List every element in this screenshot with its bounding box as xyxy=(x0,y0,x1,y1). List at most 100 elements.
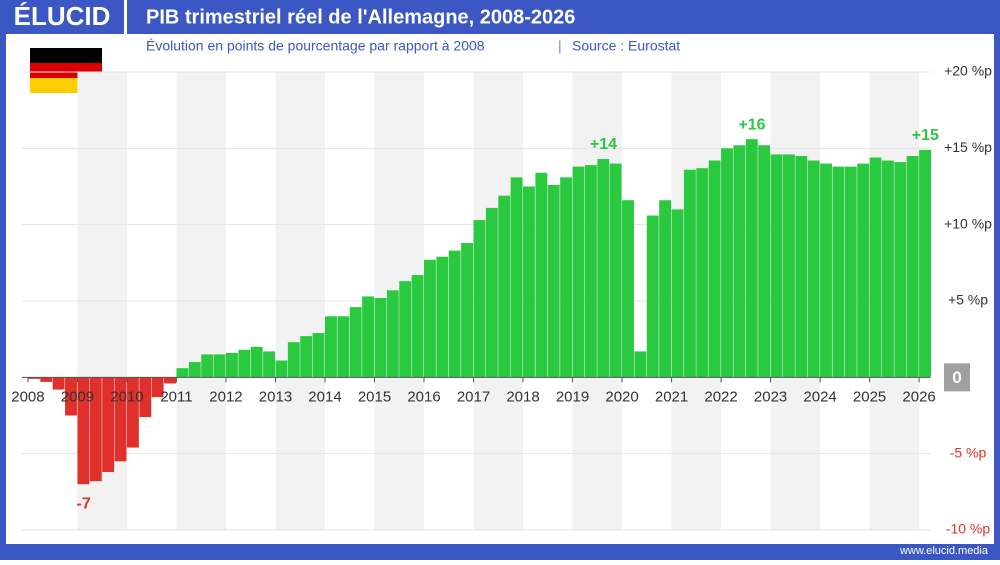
bar xyxy=(584,165,597,378)
y-tick-label: 0 xyxy=(952,368,961,387)
bar xyxy=(213,354,226,378)
bar xyxy=(683,169,696,378)
bar xyxy=(65,377,77,416)
bar xyxy=(622,200,634,378)
data-label: +15 xyxy=(912,127,939,144)
bar xyxy=(770,154,783,378)
bar xyxy=(671,209,684,378)
x-tick-label: 2013 xyxy=(259,388,292,405)
zero-badge xyxy=(944,363,970,392)
x-tick-label: 2018 xyxy=(506,388,539,405)
bar xyxy=(597,159,610,378)
divider xyxy=(124,0,127,34)
brand: ÉLUCID xyxy=(14,1,111,31)
bar xyxy=(250,346,263,378)
bar xyxy=(510,177,523,378)
bar xyxy=(225,352,238,378)
bar xyxy=(795,155,808,378)
data-label: +16 xyxy=(738,116,765,133)
y-tick-label: +20 %p xyxy=(944,63,992,79)
subtitle: Évolution en points de pourcentage par r… xyxy=(146,38,485,54)
bar xyxy=(708,160,721,378)
website: www.elucid.media xyxy=(899,545,989,557)
x-tick-label: 2008 xyxy=(11,388,44,405)
x-tick-label: 2012 xyxy=(209,388,242,405)
bar xyxy=(919,149,931,378)
x-tick-label: 2023 xyxy=(754,388,787,405)
bar xyxy=(820,163,832,378)
bar xyxy=(448,250,461,378)
bar xyxy=(523,186,535,378)
bar xyxy=(881,160,894,378)
data-label: +14 xyxy=(590,136,617,153)
bar xyxy=(201,354,214,378)
x-tick-label: 2019 xyxy=(556,388,589,405)
bar xyxy=(300,336,313,378)
x-tick-label: 2022 xyxy=(704,388,737,405)
bar xyxy=(721,148,733,378)
bar xyxy=(745,139,758,378)
bar xyxy=(411,275,424,378)
x-tick-label: 2010 xyxy=(110,388,143,405)
bar xyxy=(560,177,573,378)
bar xyxy=(188,362,201,378)
bar xyxy=(89,377,102,482)
bar xyxy=(646,215,659,378)
separator: | xyxy=(558,38,562,54)
data-label: -7 xyxy=(77,495,91,512)
x-tick-label: 2021 xyxy=(655,388,688,405)
bar xyxy=(263,351,275,378)
bar xyxy=(485,207,498,378)
bar xyxy=(634,351,647,378)
bar xyxy=(535,172,548,378)
bar xyxy=(374,297,387,378)
source: Source : Eurostat xyxy=(572,38,680,54)
bar xyxy=(324,316,337,378)
bar xyxy=(572,166,585,378)
bar xyxy=(52,377,65,390)
bar xyxy=(102,377,115,472)
bar xyxy=(659,200,672,378)
y-tick-label: +10 %p xyxy=(944,215,992,231)
bar xyxy=(77,377,90,485)
bar xyxy=(758,145,771,378)
bar xyxy=(498,195,511,378)
bar xyxy=(126,377,139,448)
bar xyxy=(906,155,919,378)
bar xyxy=(114,377,127,462)
bar xyxy=(424,259,436,378)
bar xyxy=(782,154,795,378)
chart-title: PIB trimestriel réel de l'Allemagne, 200… xyxy=(146,6,575,28)
bar xyxy=(362,296,375,378)
x-tick-label: 2025 xyxy=(853,388,886,405)
bar xyxy=(461,242,474,378)
bar xyxy=(238,349,251,378)
bar xyxy=(40,377,53,382)
x-tick-label: 2024 xyxy=(803,388,836,405)
bar xyxy=(436,256,449,378)
bar xyxy=(27,377,40,379)
bar xyxy=(312,333,325,378)
y-tick-label: +5 %p xyxy=(948,292,988,308)
bar xyxy=(337,316,350,378)
bar xyxy=(547,184,560,378)
bar xyxy=(151,377,164,398)
bar xyxy=(386,290,399,378)
x-tick-label: 2017 xyxy=(457,388,490,405)
bar xyxy=(275,360,288,378)
bar xyxy=(349,307,362,378)
bar xyxy=(473,220,486,378)
bar xyxy=(139,377,152,418)
x-tick-label: 2011 xyxy=(160,388,192,405)
x-tick-label: 2026 xyxy=(902,388,935,405)
bar xyxy=(696,168,709,378)
bar xyxy=(844,166,857,378)
bar xyxy=(733,145,746,378)
x-tick-label: 2009 xyxy=(61,388,94,405)
bar xyxy=(164,377,176,384)
bar xyxy=(609,163,622,378)
y-tick-label: +15 %p xyxy=(944,139,992,155)
bar xyxy=(287,342,300,378)
bar xyxy=(807,160,820,378)
